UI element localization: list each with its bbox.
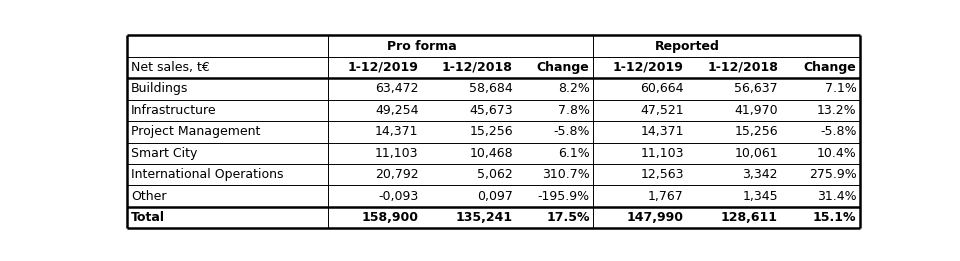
Text: 310.7%: 310.7% (541, 168, 589, 181)
Text: 12,563: 12,563 (640, 168, 684, 181)
Text: 1-12/2018: 1-12/2018 (708, 61, 778, 74)
Text: -5.8%: -5.8% (553, 125, 589, 138)
Text: 0,097: 0,097 (477, 189, 513, 203)
Text: 1,345: 1,345 (742, 189, 778, 203)
Text: 1-12/2019: 1-12/2019 (348, 61, 419, 74)
Text: 3,342: 3,342 (742, 168, 778, 181)
Text: -195.9%: -195.9% (538, 189, 589, 203)
Text: 58,684: 58,684 (469, 82, 513, 96)
Text: 11,103: 11,103 (375, 147, 419, 160)
Text: 31.4%: 31.4% (817, 189, 856, 203)
Text: 7.1%: 7.1% (825, 82, 856, 96)
Text: 5,062: 5,062 (477, 168, 513, 181)
Text: 1-12/2018: 1-12/2018 (442, 61, 513, 74)
Text: 49,254: 49,254 (375, 104, 419, 117)
Text: 45,673: 45,673 (469, 104, 513, 117)
Text: 275.9%: 275.9% (809, 168, 856, 181)
Text: 6.1%: 6.1% (558, 147, 589, 160)
Text: International Operations: International Operations (132, 168, 283, 181)
Text: 41,970: 41,970 (734, 104, 778, 117)
Text: 15,256: 15,256 (734, 125, 778, 138)
Text: Total: Total (132, 211, 165, 224)
Text: 63,472: 63,472 (375, 82, 419, 96)
Text: Other: Other (132, 189, 167, 203)
Text: 128,611: 128,611 (721, 211, 778, 224)
Text: 13.2%: 13.2% (817, 104, 856, 117)
Text: Change: Change (804, 61, 856, 74)
Text: Smart City: Smart City (132, 147, 198, 160)
Text: Buildings: Buildings (132, 82, 188, 96)
Text: Net sales, t€: Net sales, t€ (132, 61, 210, 74)
Text: -0,093: -0,093 (378, 189, 419, 203)
Text: 15,256: 15,256 (469, 125, 513, 138)
Text: 60,664: 60,664 (640, 82, 684, 96)
Text: 17.5%: 17.5% (546, 211, 589, 224)
Text: 1,767: 1,767 (648, 189, 684, 203)
Text: 8.2%: 8.2% (558, 82, 589, 96)
Text: 11,103: 11,103 (640, 147, 684, 160)
Text: 56,637: 56,637 (734, 82, 778, 96)
Text: 14,371: 14,371 (375, 125, 419, 138)
Text: 10,468: 10,468 (469, 147, 513, 160)
Text: 15.1%: 15.1% (813, 211, 856, 224)
Text: 1-12/2019: 1-12/2019 (612, 61, 684, 74)
Text: Pro forma: Pro forma (388, 40, 457, 52)
Text: 10.4%: 10.4% (817, 147, 856, 160)
Text: Infrastructure: Infrastructure (132, 104, 217, 117)
Text: -5.8%: -5.8% (820, 125, 856, 138)
Text: Project Management: Project Management (132, 125, 260, 138)
Text: 158,900: 158,900 (362, 211, 419, 224)
Text: 20,792: 20,792 (375, 168, 419, 181)
Text: 135,241: 135,241 (456, 211, 513, 224)
Text: 147,990: 147,990 (627, 211, 684, 224)
Text: Reported: Reported (655, 40, 720, 52)
Text: 47,521: 47,521 (640, 104, 684, 117)
Text: Change: Change (537, 61, 589, 74)
Text: 10,061: 10,061 (734, 147, 778, 160)
Text: 7.8%: 7.8% (558, 104, 589, 117)
Text: 14,371: 14,371 (640, 125, 684, 138)
